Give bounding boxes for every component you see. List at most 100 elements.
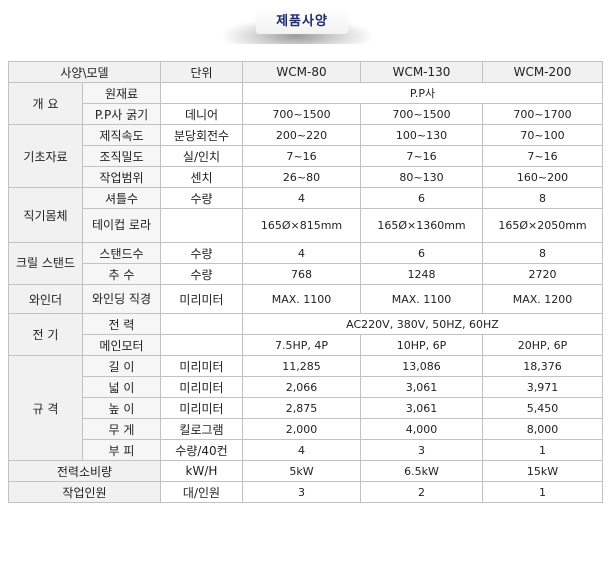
row-label-density: 조직밀도 bbox=[82, 145, 161, 167]
cell-height-3: 5,450 bbox=[482, 397, 603, 419]
cell-speed-3: 70~100 bbox=[482, 124, 603, 146]
table-row: 개 요 원재료 P.P사 bbox=[8, 82, 603, 125]
header-model-2: WCM-130 bbox=[360, 61, 483, 83]
row-label-width: 넓 이 bbox=[82, 376, 161, 398]
row-unit-volume: 수량/40컨 bbox=[160, 439, 243, 461]
row-unit-shuttles: 수량 bbox=[160, 187, 243, 209]
cell-length-3: 18,376 bbox=[482, 355, 603, 377]
cell-length-2: 13,086 bbox=[360, 355, 483, 377]
row-unit-length: 미리미터 bbox=[160, 355, 243, 377]
cell-volume-1: 4 bbox=[242, 439, 361, 461]
cell-work-range-1: 26~80 bbox=[242, 166, 361, 188]
table-row: 전 기 전 력 AC220V, 380V, 50HZ, 60HZ bbox=[8, 313, 603, 356]
group-basic: 기초자료 bbox=[8, 124, 83, 188]
row-value-material: P.P사 bbox=[242, 82, 603, 104]
cell-stands-3: 8 bbox=[482, 242, 603, 264]
row-label-speed: 제직속도 bbox=[82, 124, 161, 146]
row-unit-density: 실/인치 bbox=[160, 145, 243, 167]
cell-weight-2: 4,000 bbox=[360, 418, 483, 440]
row-unit-height: 미리미터 bbox=[160, 397, 243, 419]
table-row: 넓 이 미리미터 2,066 3,061 3,971 bbox=[9, 376, 603, 398]
cell-thickness-2: 700~1500 bbox=[360, 103, 483, 125]
cell-consumption-2: 6.5kW bbox=[360, 460, 483, 482]
row-label-thickness: P.P사 굵기 bbox=[82, 103, 161, 125]
row-unit-motor bbox=[160, 334, 243, 356]
row-unit-staff: 대/인원 bbox=[160, 481, 243, 503]
cell-winding-3: MAX. 1200 bbox=[482, 284, 603, 314]
cell-staff-1: 3 bbox=[242, 481, 361, 503]
row-unit-width: 미리미터 bbox=[160, 376, 243, 398]
cell-weight-3: 8,000 bbox=[482, 418, 603, 440]
header-row: 사양\모델 단위 WCM-80 WCM-130 WCM-200 bbox=[8, 61, 603, 83]
table-row: 높 이 미리미터 2,875 3,061 5,450 bbox=[9, 397, 603, 419]
group-dimension: 규 격 bbox=[8, 355, 83, 461]
table-row: 직기몸체 셔틀수 수량 4 6 8 bbox=[8, 187, 603, 243]
group-electric: 전 기 bbox=[8, 313, 83, 356]
row-unit-material bbox=[160, 82, 243, 104]
cell-density-3: 7~16 bbox=[482, 145, 603, 167]
table-row: 작업인원 대/인원 3 2 1 bbox=[8, 481, 603, 503]
cell-winding-1: MAX. 1100 bbox=[242, 284, 361, 314]
table-row: 크릴 스탠드 스탠드수 수량 4 6 8 bbox=[8, 242, 603, 285]
header-spec-model: 사양\모델 bbox=[8, 61, 161, 83]
cell-stands-2: 6 bbox=[360, 242, 483, 264]
cell-volume-3: 1 bbox=[482, 439, 603, 461]
cell-staff-3: 1 bbox=[482, 481, 603, 503]
row-unit-thickness: 데니어 bbox=[160, 103, 243, 125]
cell-work-range-2: 80~130 bbox=[360, 166, 483, 188]
cell-consumption-1: 5kW bbox=[242, 460, 361, 482]
cell-volume-2: 3 bbox=[360, 439, 483, 461]
cell-spindles-2: 1248 bbox=[360, 263, 483, 285]
spec-table: 사양\모델 단위 WCM-80 WCM-130 WCM-200 개 요 원재료 … bbox=[8, 61, 603, 503]
row-unit-speed: 분당회전수 bbox=[160, 124, 243, 146]
cell-length-1: 11,285 bbox=[242, 355, 361, 377]
row-unit-stands: 수량 bbox=[160, 242, 243, 264]
cell-density-1: 7~16 bbox=[242, 145, 361, 167]
title-plate bbox=[256, 8, 348, 34]
table-row: P.P사 굵기 데니어 700~1500 700~1500 700~1700 bbox=[9, 103, 603, 125]
cell-shuttles-3: 8 bbox=[482, 187, 603, 209]
cell-width-3: 3,971 bbox=[482, 376, 603, 398]
row-unit-work-range: 센치 bbox=[160, 166, 243, 188]
row-label-stands: 스탠드수 bbox=[82, 242, 161, 264]
row-label-volume: 부 피 bbox=[82, 439, 161, 461]
row-unit-winding: 미리미터 bbox=[160, 284, 243, 314]
row-unit-weight: 킬로그램 bbox=[160, 418, 243, 440]
table-row: 부 피 수량/40컨 4 3 1 bbox=[9, 439, 603, 461]
row-unit-takeup bbox=[160, 208, 243, 243]
cell-height-2: 3,061 bbox=[360, 397, 483, 419]
cell-weight-1: 2,000 bbox=[242, 418, 361, 440]
cell-takeup-1: 165Ø×815mm bbox=[242, 208, 361, 243]
group-workers: 작업인원 bbox=[8, 481, 161, 503]
cell-thickness-3: 700~1700 bbox=[482, 103, 603, 125]
cell-speed-1: 200~220 bbox=[242, 124, 361, 146]
page-title: 제품사양 bbox=[276, 14, 328, 29]
group-overview: 개 요 bbox=[8, 82, 83, 125]
cell-takeup-2: 165Ø×1360mm bbox=[360, 208, 483, 243]
row-unit-consumption: kW/H bbox=[160, 460, 243, 482]
row-label-height: 높 이 bbox=[82, 397, 161, 419]
row-label-takeup: 테이컵 로라 bbox=[82, 208, 161, 243]
cell-width-2: 3,061 bbox=[360, 376, 483, 398]
cell-shuttles-2: 6 bbox=[360, 187, 483, 209]
cell-stands-1: 4 bbox=[242, 242, 361, 264]
table-row: 무 게 킬로그램 2,000 4,000 8,000 bbox=[9, 418, 603, 440]
header-unit: 단위 bbox=[160, 61, 243, 83]
group-creel: 크릴 스탠드 bbox=[8, 242, 83, 285]
row-label-work-range: 작업범위 bbox=[82, 166, 161, 188]
cell-density-2: 7~16 bbox=[360, 145, 483, 167]
row-value-power-supply: AC220V, 380V, 50HZ, 60HZ bbox=[242, 313, 603, 335]
cell-width-1: 2,066 bbox=[242, 376, 361, 398]
row-unit-power-supply bbox=[160, 313, 243, 335]
cell-height-1: 2,875 bbox=[242, 397, 361, 419]
cell-motor-2: 10HP, 6P bbox=[360, 334, 483, 356]
table-row: 전력소비량 kW/H 5kW 6.5kW 15kW bbox=[8, 460, 603, 482]
row-label-spindles: 추 수 bbox=[82, 263, 161, 285]
table-row: 기초자료 제직속도 분당회전수 200~220 100~130 70~100 bbox=[8, 124, 603, 188]
cell-takeup-3: 165Ø×2050mm bbox=[482, 208, 603, 243]
cell-staff-2: 2 bbox=[360, 481, 483, 503]
cell-winding-2: MAX. 1100 bbox=[360, 284, 483, 314]
cell-work-range-3: 160~200 bbox=[482, 166, 603, 188]
table-row: 작업범위 센치 26~80 80~130 160~200 bbox=[9, 166, 603, 188]
row-label-power-supply: 전 력 bbox=[82, 313, 161, 335]
